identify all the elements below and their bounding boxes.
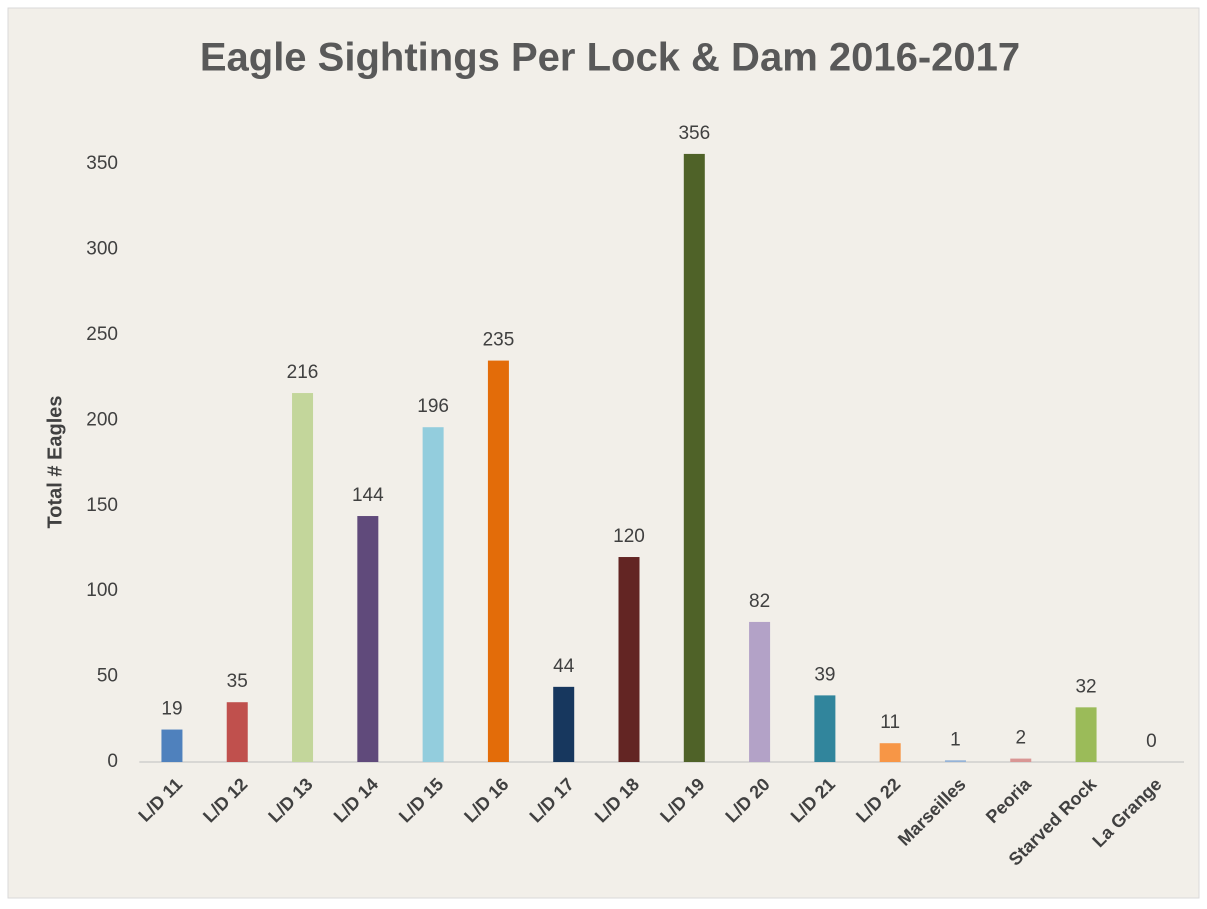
data-label: 196 — [417, 396, 449, 417]
y-tick-label: 350 — [86, 153, 118, 174]
y-tick-label: 300 — [86, 239, 118, 260]
data-label: 2 — [1015, 728, 1026, 749]
data-label: 0 — [1146, 731, 1157, 752]
data-label: 120 — [613, 526, 645, 547]
bar — [944, 760, 966, 762]
bar — [226, 702, 248, 762]
data-label: 82 — [749, 591, 770, 612]
bar — [357, 516, 379, 762]
chart-background — [7, 7, 1200, 899]
data-label: 11 — [880, 712, 900, 733]
bar — [618, 557, 640, 762]
data-label: 235 — [483, 330, 515, 351]
y-tick-label: 200 — [86, 409, 118, 430]
bar — [1010, 758, 1032, 762]
bar — [814, 695, 836, 762]
bar — [487, 360, 509, 762]
bar — [749, 621, 771, 762]
y-axis-label: Total # Eagles — [44, 395, 66, 528]
bar — [292, 393, 314, 762]
y-tick-label: 0 — [107, 751, 118, 772]
bar — [683, 153, 705, 762]
y-tick-label: 50 — [97, 666, 118, 687]
data-label: 19 — [161, 699, 182, 720]
bar — [553, 686, 575, 762]
data-label: 32 — [1075, 676, 1096, 697]
data-label: 44 — [553, 656, 575, 677]
chart-title: Eagle Sightings Per Lock & Dam 2016-2017 — [200, 36, 1020, 80]
bar — [879, 743, 901, 762]
data-label: 1 — [950, 729, 961, 750]
bar — [161, 729, 183, 762]
bar — [422, 427, 444, 762]
data-label: 144 — [352, 485, 384, 506]
data-label: 356 — [678, 123, 710, 144]
y-tick-label: 150 — [86, 495, 118, 516]
data-label: 216 — [287, 362, 319, 383]
y-tick-label: 250 — [86, 324, 118, 345]
data-label: 39 — [814, 664, 835, 685]
data-label: 35 — [227, 671, 248, 692]
y-tick-label: 100 — [86, 580, 118, 601]
bar — [1075, 707, 1097, 762]
